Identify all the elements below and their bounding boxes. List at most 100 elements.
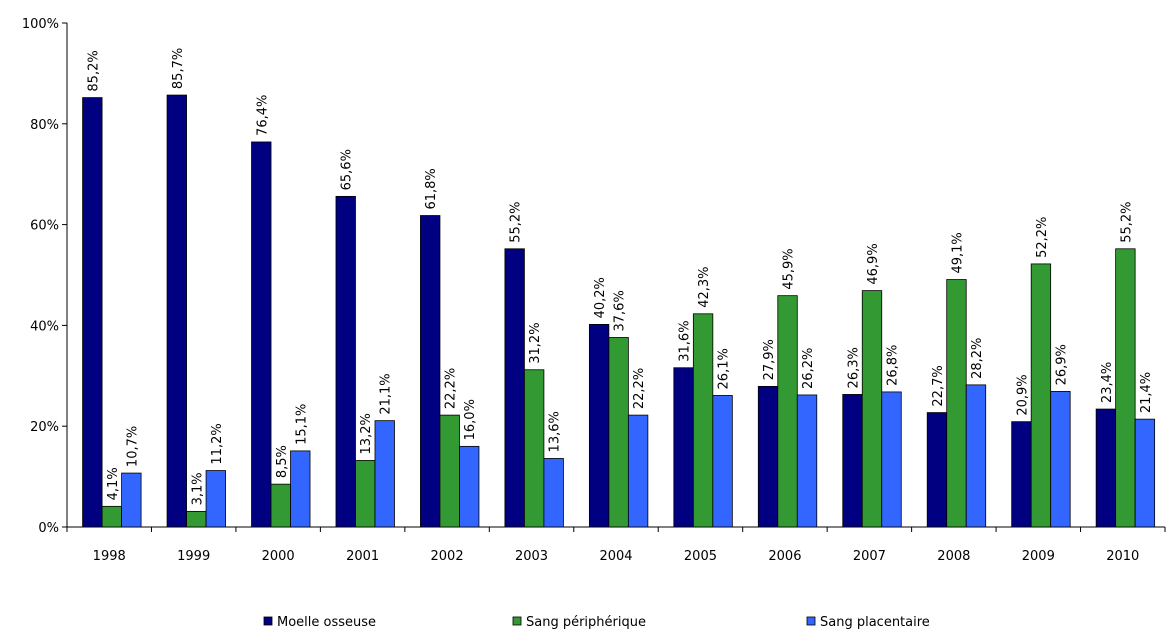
legend-label: Sang placentaire <box>820 615 930 630</box>
bar <box>101 505 122 528</box>
bar <box>842 394 863 528</box>
bar <box>1050 391 1071 528</box>
bar <box>290 450 311 528</box>
bar <box>712 395 733 528</box>
x-tick-label: 2007 <box>853 549 886 564</box>
bar <box>627 414 649 528</box>
bar <box>757 385 779 528</box>
legend-swatch <box>806 616 816 626</box>
data-label: 61,8% <box>424 168 439 209</box>
x-tick-label: 2006 <box>768 549 801 564</box>
bar <box>861 290 883 528</box>
data-label: 16,0% <box>463 399 478 440</box>
data-label: 85,2% <box>86 50 101 91</box>
data-label: 22,2% <box>444 368 459 409</box>
data-label: 13,2% <box>359 413 374 454</box>
bar <box>1011 421 1032 528</box>
bar <box>777 295 798 528</box>
data-label: 11,2% <box>210 423 225 464</box>
data-labels: 85,2% 85,7% 76,4% 65,6% 61,8% 55,2% 40,2% 31,6%… <box>86 48 1154 506</box>
bar <box>251 141 272 528</box>
x-tick-label: 2009 <box>1022 549 1055 564</box>
data-label: 26,9% <box>1054 344 1069 385</box>
bar <box>439 414 460 528</box>
data-label: 26,2% <box>801 348 816 389</box>
legend-label: Moelle osseuse <box>277 615 376 630</box>
data-label: 20,9% <box>1015 374 1030 415</box>
data-label: 55,2% <box>509 201 524 242</box>
data-label: 26,3% <box>847 347 862 388</box>
data-label: 28,2% <box>970 338 985 379</box>
x-tick-label: 1998 <box>93 549 126 564</box>
data-label: 52,2% <box>1035 217 1050 258</box>
bar <box>1095 408 1117 528</box>
bar <box>205 470 226 528</box>
bar <box>796 394 818 528</box>
data-label: 27,9% <box>762 339 777 380</box>
data-label: 42,3% <box>697 266 712 307</box>
legend-swatch <box>512 616 522 626</box>
bar <box>543 458 564 528</box>
x-tick-label: 2000 <box>262 549 295 564</box>
data-label: 31,2% <box>528 322 543 363</box>
legend: Moelle osseuse Sang périphérique Sang plac… <box>263 615 930 630</box>
y-tick-label: 80% <box>30 118 59 133</box>
bar <box>420 215 441 528</box>
x-tick-label: 2008 <box>937 549 970 564</box>
data-label: 13,6% <box>548 411 563 452</box>
bars <box>82 94 1156 528</box>
x-tick-label: 2004 <box>599 549 632 564</box>
data-label: 23,4% <box>1100 362 1115 403</box>
data-label: 3,1% <box>190 472 205 505</box>
y-tick-label: 40% <box>30 319 59 334</box>
data-label: 26,8% <box>886 345 901 386</box>
bar <box>1030 263 1052 528</box>
bar <box>374 420 395 528</box>
bar <box>82 97 103 528</box>
bar <box>692 313 714 528</box>
data-label: 4,1% <box>106 467 121 500</box>
data-label: 65,6% <box>340 149 355 190</box>
x-tick-label: 2010 <box>1106 549 1139 564</box>
x-tick-label: 1999 <box>177 549 210 564</box>
legend-item: Sang placentaire <box>806 615 930 630</box>
x-tick-label: 2003 <box>515 549 548 564</box>
bar <box>588 323 610 528</box>
data-label: 15,1% <box>294 404 309 445</box>
legend-label: Sang périphérique <box>526 615 646 630</box>
legend-item: Moelle osseuse <box>263 615 376 630</box>
x-tick-label: 2005 <box>684 549 717 564</box>
data-label: 10,7% <box>125 426 140 467</box>
bar <box>270 483 291 528</box>
bar <box>459 445 480 528</box>
bar <box>965 384 987 528</box>
data-label: 40,2% <box>593 277 608 318</box>
data-label: 22,2% <box>632 368 647 409</box>
y-tick-label: 60% <box>30 219 59 234</box>
legend-swatch <box>263 616 273 626</box>
data-label: 55,2% <box>1119 201 1134 242</box>
bar <box>186 510 207 528</box>
bar <box>1115 248 1136 528</box>
y-tick-label: 100% <box>22 17 59 32</box>
axes: 0% 20% 40% 60% 80% 100% 1998 1999 2000 2001 2002 20… <box>22 17 1166 564</box>
bar <box>504 248 525 528</box>
data-label: 76,4% <box>255 95 270 136</box>
bar <box>926 412 948 528</box>
data-label: 22,7% <box>931 365 946 406</box>
data-label: 37,6% <box>613 290 628 331</box>
bar <box>335 195 356 528</box>
data-label: 46,9% <box>866 243 881 284</box>
bar <box>946 279 967 528</box>
data-label: 8,5% <box>275 445 290 478</box>
data-label: 21,1% <box>379 373 394 414</box>
x-tick-label: 2001 <box>346 549 379 564</box>
y-tick-label: 20% <box>30 420 59 435</box>
y-tick-label: 0% <box>38 521 59 536</box>
bar <box>1134 418 1156 528</box>
bar <box>166 94 187 528</box>
legend-item: Sang périphérique <box>512 615 646 630</box>
data-label: 85,7% <box>171 48 186 89</box>
